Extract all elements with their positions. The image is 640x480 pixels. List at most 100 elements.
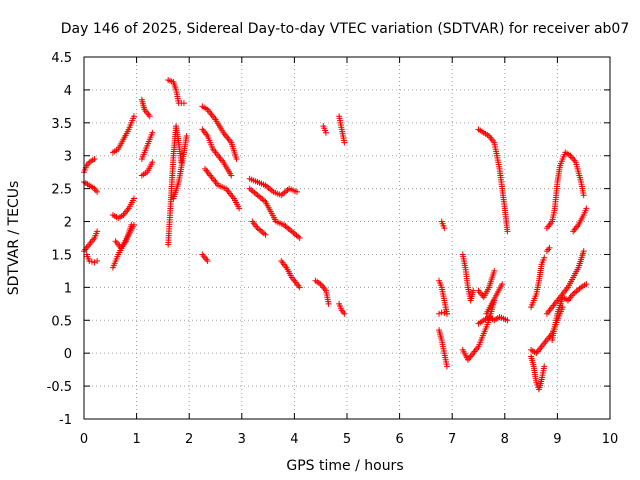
x-tick-label: 3 — [238, 432, 246, 447]
data-point — [94, 228, 101, 235]
data-point — [86, 258, 93, 265]
data-point — [541, 363, 548, 370]
data-point — [180, 100, 187, 107]
y-axis-label: SDTVAR / TECUs — [6, 181, 22, 296]
y-tick-label: -0.5 — [47, 380, 72, 395]
data-point — [204, 258, 211, 265]
data-point — [253, 190, 260, 197]
data-point — [438, 309, 445, 316]
data-point — [246, 185, 253, 192]
x-tick-label: 7 — [448, 432, 456, 447]
y-tick-label: 3.5 — [51, 117, 72, 132]
data-point — [130, 195, 137, 202]
x-axis-label: GPS time / hours — [286, 458, 403, 474]
y-tick-label: 2.5 — [51, 183, 72, 198]
data-point — [573, 288, 580, 295]
data-point — [583, 205, 590, 212]
y-tick-label: 0.5 — [51, 314, 72, 329]
data-point — [94, 188, 101, 195]
data-point — [183, 132, 190, 139]
data-point — [146, 113, 153, 120]
data-point — [254, 192, 261, 199]
data-point — [91, 259, 98, 266]
data-point — [341, 310, 348, 317]
y-tick-label: 4 — [64, 84, 72, 99]
data-point — [256, 193, 263, 200]
data-point — [443, 310, 450, 317]
data-point — [436, 310, 443, 317]
x-tick-label: 1 — [132, 432, 140, 447]
x-tick-label: 2 — [185, 432, 193, 447]
data-point — [248, 186, 255, 193]
data-point — [281, 189, 288, 196]
y-tick-label: -1 — [59, 413, 72, 428]
data-point — [249, 188, 256, 195]
data-point — [260, 197, 267, 204]
data-point — [287, 227, 294, 234]
data-point — [541, 254, 548, 261]
data-point — [295, 233, 302, 240]
data-point — [499, 281, 506, 288]
data-point — [296, 235, 303, 241]
data-point — [441, 225, 448, 232]
data-point — [265, 184, 272, 191]
data-point — [470, 287, 477, 294]
data-point — [256, 226, 263, 233]
data-point — [546, 244, 553, 251]
data-point — [504, 317, 511, 324]
data-points — [81, 77, 590, 393]
data-point — [251, 189, 258, 196]
data-point — [504, 228, 511, 235]
x-tick-label: 9 — [553, 432, 561, 447]
x-tick-label: 10 — [602, 432, 619, 447]
data-point — [294, 188, 301, 195]
axis-ticks: 0 1 2 3 4 5 6 7 8 9 10 -1 -0.5 0 0.5 1 1.5 2 2.5 3 3.5 4 4.5 — [47, 51, 619, 447]
data-point — [296, 284, 303, 291]
data-point — [580, 192, 587, 199]
data-point — [91, 156, 98, 163]
data-point — [279, 190, 286, 197]
data-point — [233, 156, 240, 163]
data-point — [260, 230, 267, 237]
data-point — [259, 196, 266, 203]
data-point — [236, 205, 243, 212]
data-point — [282, 188, 289, 195]
data-point — [259, 229, 266, 236]
data-point — [491, 267, 498, 274]
data-point — [288, 228, 295, 235]
data-point — [284, 224, 291, 231]
data-point — [149, 129, 156, 136]
data-point — [583, 281, 590, 288]
data-point — [130, 113, 137, 120]
y-tick-label: 2 — [64, 216, 72, 231]
data-point — [580, 248, 587, 255]
data-point — [257, 194, 264, 201]
chart-title: Day 146 of 2025, Sidereal Day-to-day VTE… — [61, 21, 630, 37]
data-point — [291, 231, 298, 238]
data-point — [571, 289, 578, 296]
x-tick-label: 4 — [290, 432, 298, 447]
data-point — [341, 139, 348, 146]
y-tick-label: 4.5 — [51, 51, 72, 66]
plot-frame — [83, 56, 611, 420]
data-point — [325, 300, 332, 307]
data-point — [262, 231, 269, 238]
data-point — [128, 221, 135, 228]
data-point — [257, 227, 264, 234]
grid — [84, 57, 610, 419]
data-point — [443, 363, 450, 370]
x-tick-label: 0 — [80, 432, 88, 447]
x-tick-label: 6 — [395, 432, 403, 447]
x-tick-label: 5 — [343, 432, 351, 447]
data-point — [290, 229, 297, 236]
y-tick-label: 1.5 — [51, 248, 72, 263]
y-tick-label: 1 — [64, 281, 72, 296]
x-tick-label: 8 — [501, 432, 509, 447]
data-point — [228, 172, 235, 179]
y-tick-label: 3 — [64, 150, 72, 165]
data-point — [149, 159, 156, 166]
data-point — [285, 225, 292, 232]
data-point — [322, 129, 329, 136]
data-point — [574, 286, 581, 293]
